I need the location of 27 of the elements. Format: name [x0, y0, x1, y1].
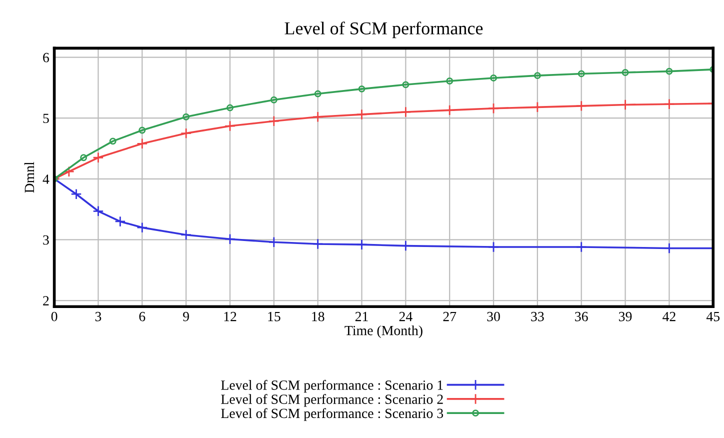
- x-tick-label: 18: [312, 312, 324, 322]
- x-tick-label: 6: [139, 312, 146, 322]
- x-tick-label: 30: [487, 312, 500, 322]
- chart-title: Level of SCM performance: [284, 22, 483, 38]
- x-tick-label: 42: [662, 312, 676, 322]
- y-tick-label: 6: [43, 52, 50, 62]
- y-tick-label: 2: [43, 296, 49, 306]
- legend-label: Level of SCM performance : Scenario 2: [221, 394, 443, 407]
- x-axis-title: Time (Month): [344, 325, 422, 338]
- x-tick-label: 27: [443, 312, 456, 322]
- x-tick-label: 39: [619, 312, 632, 322]
- x-tick-label: 0: [51, 312, 58, 322]
- x-tick-label: 9: [183, 312, 189, 322]
- x-tick-label: 3: [95, 312, 102, 322]
- legend-label: Level of SCM performance : Scenario 3: [221, 408, 444, 421]
- y-axis-title: Dmnl: [24, 162, 34, 193]
- legend-label: Level of SCM performance : Scenario 1: [221, 380, 443, 393]
- y-tick-label: 4: [42, 174, 50, 184]
- x-tick-label: 15: [268, 312, 280, 322]
- x-tick-label: 33: [531, 312, 544, 322]
- x-tick-label: 24: [399, 312, 412, 322]
- y-tick-label: 5: [43, 114, 49, 124]
- y-tick-label: 3: [43, 235, 49, 245]
- x-tick-label: 36: [575, 312, 588, 322]
- x-tick-label: 21: [355, 312, 368, 322]
- x-tick-label: 12: [224, 312, 236, 322]
- x-tick-label: 45: [706, 312, 720, 322]
